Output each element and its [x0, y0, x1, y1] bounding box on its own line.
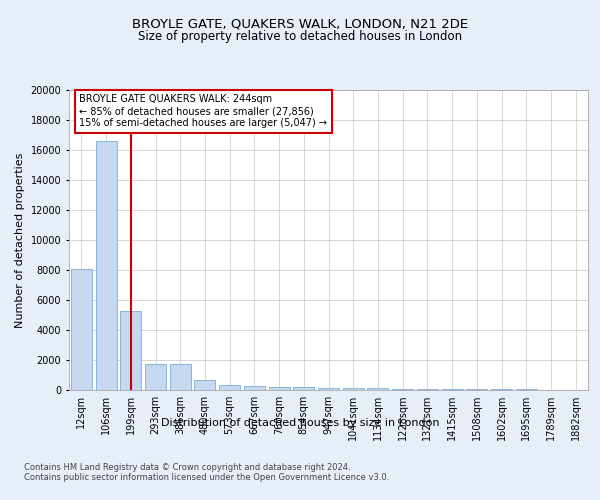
Text: Contains HM Land Registry data © Crown copyright and database right 2024.
Contai: Contains HM Land Registry data © Crown c… [24, 462, 389, 482]
Bar [417, 389, 438, 390]
Bar [71, 268, 92, 390]
Bar [466, 389, 487, 390]
Bar [219, 385, 240, 390]
Text: BROYLE GATE, QUAKERS WALK, LONDON, N21 2DE: BROYLE GATE, QUAKERS WALK, LONDON, N21 2… [132, 18, 468, 30]
Bar [343, 388, 364, 390]
Bar [170, 364, 191, 390]
Bar [367, 388, 388, 390]
Text: BROYLE GATE QUAKERS WALK: 244sqm
← 85% of detached houses are smaller (27,856)
1: BROYLE GATE QUAKERS WALK: 244sqm ← 85% o… [79, 94, 328, 128]
Bar [318, 388, 339, 390]
Y-axis label: Number of detached properties: Number of detached properties [15, 152, 25, 328]
Bar [392, 388, 413, 390]
Bar [442, 389, 463, 390]
Bar [95, 141, 116, 390]
Text: Distribution of detached houses by size in London: Distribution of detached houses by size … [161, 418, 439, 428]
Text: Size of property relative to detached houses in London: Size of property relative to detached ho… [138, 30, 462, 43]
Bar [293, 387, 314, 390]
Bar [145, 364, 166, 390]
Bar [244, 386, 265, 390]
Bar [194, 380, 215, 390]
Bar [120, 310, 141, 390]
Bar [269, 386, 290, 390]
